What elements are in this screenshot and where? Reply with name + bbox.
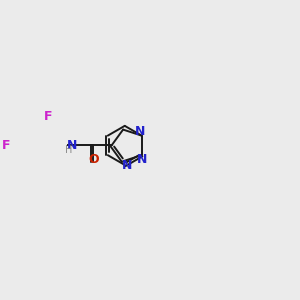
Text: N: N bbox=[122, 159, 132, 172]
Text: N: N bbox=[135, 125, 146, 138]
Text: N: N bbox=[136, 153, 147, 166]
Text: F: F bbox=[2, 139, 11, 152]
Text: H: H bbox=[65, 146, 73, 155]
Text: N: N bbox=[67, 139, 77, 152]
Text: O: O bbox=[88, 153, 98, 166]
Text: F: F bbox=[44, 110, 53, 123]
